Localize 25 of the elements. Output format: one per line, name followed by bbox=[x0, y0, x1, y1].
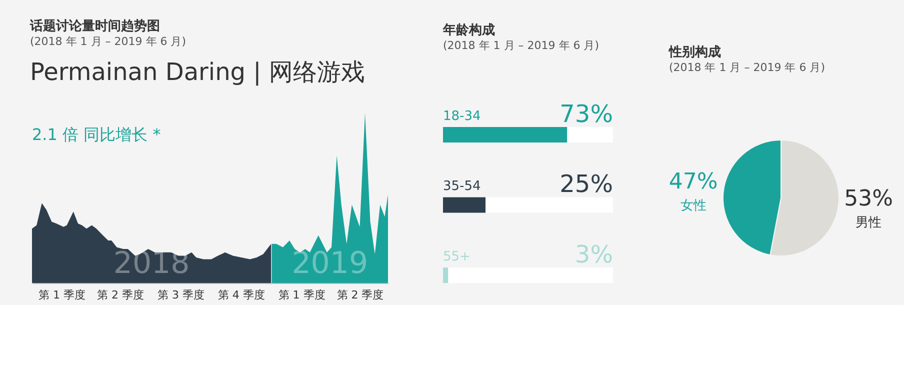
chart-subtitle: (2018 年 1 月 – 2019 年 6 月) bbox=[30, 35, 186, 48]
chart-subtitle: (2018 年 1 月 – 2019 年 6 月) bbox=[668, 61, 825, 74]
text: Permainan Daring | 网络游戏 bbox=[30, 58, 365, 86]
x-tick-label: 第 4 季度 bbox=[218, 288, 265, 302]
x-tick-label: 第 1 季度 bbox=[38, 288, 86, 302]
x-tick-label: 第 1 季度 bbox=[278, 288, 326, 302]
category-label: 18-34 bbox=[443, 108, 481, 124]
chart-title: 性别构成 bbox=[668, 45, 721, 60]
data-label: 47% bbox=[668, 170, 718, 195]
x-tick-label: 第 3 季度 bbox=[157, 288, 204, 302]
chart-title: 年龄构成 bbox=[442, 22, 495, 38]
x-tick-label: 第 2 季度 bbox=[336, 288, 384, 302]
data-label: 73% bbox=[560, 100, 613, 128]
data-label: 53% bbox=[844, 186, 894, 212]
chart-title: 话题讨论量时间趋势图 bbox=[29, 18, 160, 34]
category-label: 55+ bbox=[443, 249, 470, 264]
series-label: 2019 bbox=[292, 246, 368, 281]
slice-label: 男性 bbox=[856, 215, 882, 230]
data-label: 3% bbox=[574, 240, 613, 268]
slice-label: 女性 bbox=[680, 198, 706, 214]
x-tick-label: 第 2 季度 bbox=[97, 288, 144, 302]
data-label: 25% bbox=[560, 170, 613, 198]
category-label: 35-54 bbox=[443, 179, 481, 194]
chart-subtitle: (2018 年 1 月 – 2019 年 6 月) bbox=[443, 38, 600, 52]
annotation: 2.1 倍 同比增长 * bbox=[32, 125, 161, 144]
